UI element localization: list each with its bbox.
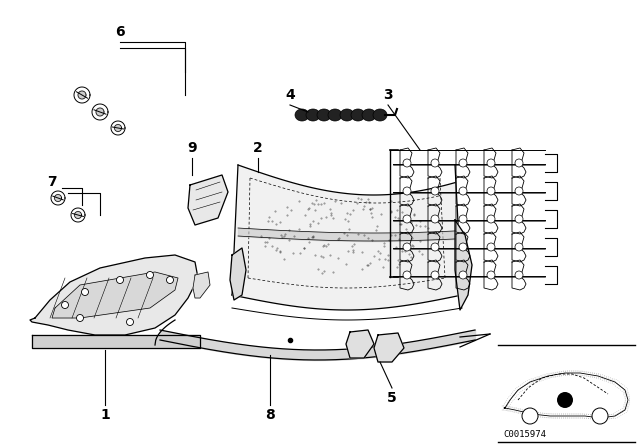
Text: 8: 8 xyxy=(265,408,275,422)
Circle shape xyxy=(403,159,411,167)
Polygon shape xyxy=(30,255,198,335)
Text: 7: 7 xyxy=(47,175,57,189)
Polygon shape xyxy=(54,194,61,202)
Circle shape xyxy=(487,215,495,223)
Text: 3: 3 xyxy=(383,88,393,102)
Circle shape xyxy=(116,276,124,284)
Circle shape xyxy=(403,243,411,251)
Polygon shape xyxy=(92,104,108,120)
Text: 6: 6 xyxy=(115,25,125,39)
Circle shape xyxy=(403,271,411,279)
Circle shape xyxy=(431,215,439,223)
Text: 5: 5 xyxy=(387,391,397,405)
Ellipse shape xyxy=(306,109,320,121)
Circle shape xyxy=(431,271,439,279)
Polygon shape xyxy=(188,175,228,225)
Circle shape xyxy=(431,243,439,251)
Circle shape xyxy=(487,243,495,251)
Circle shape xyxy=(459,271,467,279)
Circle shape xyxy=(147,271,154,279)
Circle shape xyxy=(522,408,538,424)
Circle shape xyxy=(459,159,467,167)
Polygon shape xyxy=(230,248,246,300)
Polygon shape xyxy=(32,335,200,348)
Circle shape xyxy=(459,215,467,223)
Circle shape xyxy=(166,276,173,284)
Circle shape xyxy=(61,302,68,309)
Circle shape xyxy=(459,187,467,195)
Circle shape xyxy=(431,187,439,195)
Ellipse shape xyxy=(295,109,309,121)
Text: 4: 4 xyxy=(285,88,295,102)
Circle shape xyxy=(403,215,411,223)
Circle shape xyxy=(81,289,88,296)
Text: 9: 9 xyxy=(187,141,197,155)
Circle shape xyxy=(127,319,134,326)
Circle shape xyxy=(487,159,495,167)
Text: 2: 2 xyxy=(253,141,263,155)
Polygon shape xyxy=(74,87,90,103)
Polygon shape xyxy=(115,125,122,132)
Circle shape xyxy=(459,243,467,251)
Circle shape xyxy=(515,271,523,279)
Polygon shape xyxy=(96,108,104,116)
Ellipse shape xyxy=(328,109,342,121)
Polygon shape xyxy=(193,272,210,298)
Polygon shape xyxy=(455,220,472,310)
Polygon shape xyxy=(74,211,81,219)
Polygon shape xyxy=(346,330,374,358)
Circle shape xyxy=(592,408,608,424)
Circle shape xyxy=(77,314,83,322)
Circle shape xyxy=(515,187,523,195)
Circle shape xyxy=(515,215,523,223)
Polygon shape xyxy=(51,191,65,205)
Ellipse shape xyxy=(362,109,376,121)
Circle shape xyxy=(515,159,523,167)
Ellipse shape xyxy=(340,109,354,121)
Polygon shape xyxy=(52,272,178,318)
Circle shape xyxy=(487,271,495,279)
Polygon shape xyxy=(374,333,404,362)
Circle shape xyxy=(515,243,523,251)
Polygon shape xyxy=(111,121,125,135)
Circle shape xyxy=(403,187,411,195)
Polygon shape xyxy=(71,208,85,222)
Text: 1: 1 xyxy=(100,408,110,422)
Polygon shape xyxy=(78,91,86,99)
Text: C0015974: C0015974 xyxy=(503,430,546,439)
Circle shape xyxy=(557,392,573,408)
Ellipse shape xyxy=(373,109,387,121)
Ellipse shape xyxy=(317,109,331,121)
Ellipse shape xyxy=(351,109,365,121)
Polygon shape xyxy=(232,165,462,310)
Circle shape xyxy=(431,159,439,167)
Circle shape xyxy=(487,187,495,195)
